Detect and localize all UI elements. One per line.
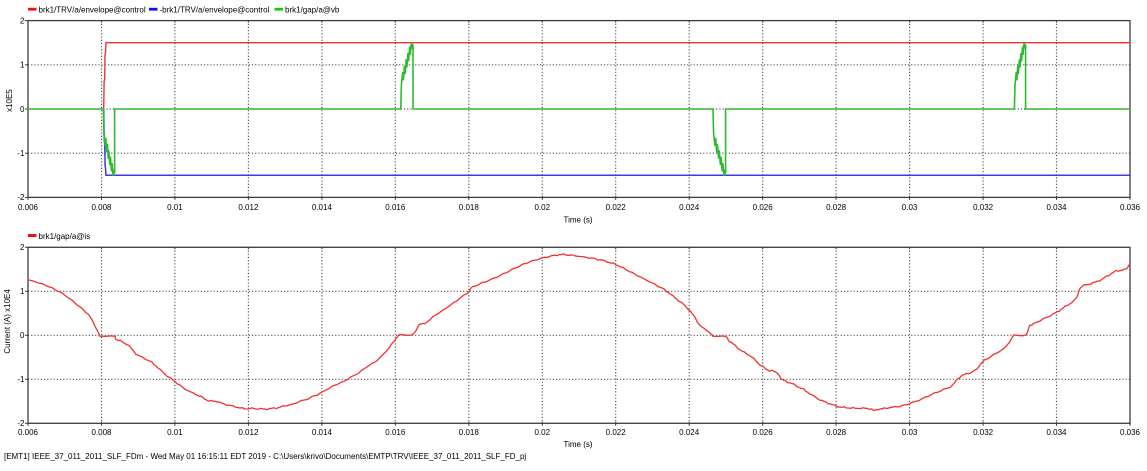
svg-text:0.022: 0.022 xyxy=(606,428,627,437)
svg-text:0.026: 0.026 xyxy=(753,428,774,437)
svg-text:[EMT1] IEEE_37_011_2011_SLF_FD: [EMT1] IEEE_37_011_2011_SLF_FDm - Wed Ma… xyxy=(4,452,526,461)
svg-text:2: 2 xyxy=(20,243,25,252)
svg-text:0.028: 0.028 xyxy=(826,203,847,212)
svg-text:0.008: 0.008 xyxy=(91,203,112,212)
svg-text:brk1/TRV/a/envelope@control: brk1/TRV/a/envelope@control xyxy=(39,5,146,14)
svg-text:Time (s): Time (s) xyxy=(563,440,592,449)
svg-text:0.02: 0.02 xyxy=(535,428,551,437)
svg-text:1: 1 xyxy=(20,287,25,296)
svg-text:0.032: 0.032 xyxy=(973,203,994,212)
svg-text:0.02: 0.02 xyxy=(535,203,551,212)
svg-text:Current (A) x10E4: Current (A) x10E4 xyxy=(3,289,12,354)
svg-text:0.018: 0.018 xyxy=(459,428,480,437)
svg-text:0.012: 0.012 xyxy=(238,428,259,437)
svg-text:0.006: 0.006 xyxy=(18,203,39,212)
svg-text:Time (s): Time (s) xyxy=(563,216,592,225)
svg-text:-1: -1 xyxy=(17,149,25,158)
svg-text:brk1/gap/a@is: brk1/gap/a@is xyxy=(39,232,91,241)
svg-text:0.014: 0.014 xyxy=(312,203,333,212)
svg-text:0.034: 0.034 xyxy=(1046,428,1067,437)
svg-text:0.034: 0.034 xyxy=(1046,203,1067,212)
svg-text:0.006: 0.006 xyxy=(18,428,39,437)
svg-text:0.024: 0.024 xyxy=(679,428,700,437)
svg-text:0.01: 0.01 xyxy=(167,428,183,437)
svg-text:1: 1 xyxy=(20,61,25,70)
svg-text:brk1/gap/a@vb: brk1/gap/a@vb xyxy=(285,5,340,14)
svg-text:0.032: 0.032 xyxy=(973,428,994,437)
svg-text:x10E5: x10E5 xyxy=(5,89,14,112)
svg-text:0.018: 0.018 xyxy=(459,203,480,212)
svg-text:-2: -2 xyxy=(17,193,25,202)
svg-text:0.036: 0.036 xyxy=(1120,203,1141,212)
svg-text:0: 0 xyxy=(20,331,25,340)
svg-text:0.008: 0.008 xyxy=(91,428,112,437)
svg-text:0.036: 0.036 xyxy=(1120,428,1141,437)
svg-text:0.022: 0.022 xyxy=(606,203,627,212)
svg-text:0.03: 0.03 xyxy=(902,428,918,437)
svg-text:0.016: 0.016 xyxy=(385,428,406,437)
svg-text:0.028: 0.028 xyxy=(826,428,847,437)
svg-text:0.01: 0.01 xyxy=(167,203,183,212)
svg-text:-2: -2 xyxy=(17,419,25,428)
svg-text:0: 0 xyxy=(20,105,25,114)
svg-text:0.014: 0.014 xyxy=(312,428,333,437)
svg-text:0.016: 0.016 xyxy=(385,203,406,212)
svg-text:0.012: 0.012 xyxy=(238,203,259,212)
svg-text:0.026: 0.026 xyxy=(753,203,774,212)
svg-text:0.024: 0.024 xyxy=(679,203,700,212)
svg-text:0.03: 0.03 xyxy=(902,203,918,212)
svg-text:-brk1/TRV/a/envelope@control: -brk1/TRV/a/envelope@control xyxy=(160,5,270,14)
svg-text:2: 2 xyxy=(20,16,25,25)
svg-text:-1: -1 xyxy=(17,375,25,384)
